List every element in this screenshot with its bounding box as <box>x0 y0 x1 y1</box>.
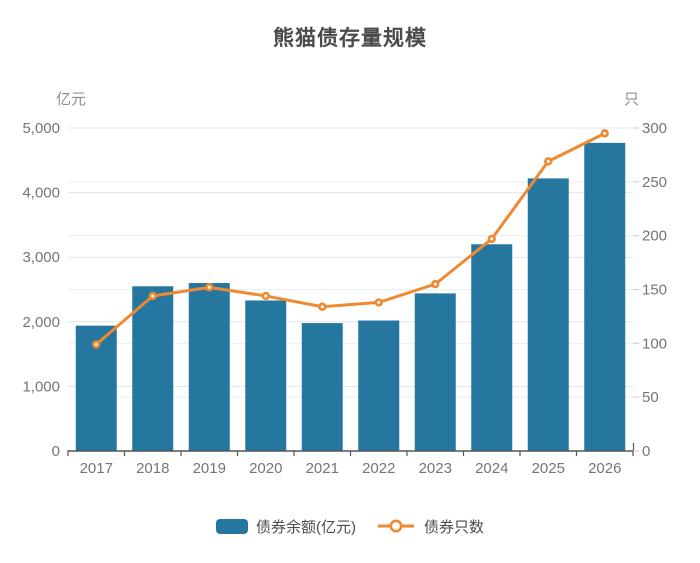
bar-2026[interactable] <box>584 142 626 451</box>
line-point-center-2022 <box>377 300 381 304</box>
bar-series-swatch-icon <box>215 518 248 534</box>
line-point-center-2024 <box>490 237 494 241</box>
line-point-center-2018 <box>151 294 155 298</box>
line-point-center-2023 <box>433 282 437 286</box>
y-left-tick-label-2,000: 2,000 <box>22 314 60 331</box>
line-point-center-2026 <box>603 131 607 135</box>
line-point-center-2025 <box>546 159 550 163</box>
legend-label-bond-count: 债券只数 <box>423 518 484 536</box>
legend-item-bond-count[interactable]: 债券只数 <box>376 516 484 537</box>
bar-2025[interactable] <box>527 178 569 451</box>
bar-2019[interactable] <box>188 283 230 451</box>
bar-2023[interactable] <box>414 293 456 451</box>
bar-2021[interactable] <box>301 323 343 451</box>
line-series-swatch-icon <box>377 519 414 533</box>
y-left-tick-label-4,000: 4,000 <box>22 185 60 202</box>
y-left-tick-label-0: 0 <box>52 443 60 460</box>
bar-2018[interactable] <box>132 286 174 451</box>
x-tick-label-2025: 2025 <box>532 460 565 477</box>
y-right-tick-label-250: 250 <box>642 174 667 191</box>
y-right-tick-label-50: 50 <box>642 389 659 406</box>
line-point-center-2021 <box>320 305 324 309</box>
chart-plot-area: 0 1,000 2,000 3,000 4,000 5,000 0 50 100 150 200 25… <box>22 120 667 477</box>
chart-legend: 债券余额(亿元) 债券只数 <box>0 514 700 538</box>
y-right-tick-label-150: 150 <box>642 282 667 299</box>
line-point-center-2019 <box>207 285 211 289</box>
x-tick-label-2018: 2018 <box>136 460 169 477</box>
x-tick-label-2023: 2023 <box>419 460 452 477</box>
bar-2022[interactable] <box>358 320 400 451</box>
x-tick-label-2026: 2026 <box>588 460 621 477</box>
y-left-tick-label-5,000: 5,000 <box>22 120 60 137</box>
x-tick-label-2020: 2020 <box>249 460 282 477</box>
x-tick-label-2024: 2024 <box>475 460 508 477</box>
chart-title: 熊猫债存量规模 <box>273 27 427 50</box>
legend-label-bond-balance: 债券余额(亿元) <box>255 518 356 536</box>
y-left-tick-label-1,000: 1,000 <box>22 378 60 395</box>
right-axis-unit-label: 只 <box>624 91 640 108</box>
x-tick-label-2021: 2021 <box>306 460 339 477</box>
bar-2020[interactable] <box>245 300 287 451</box>
y-right-tick-label-300: 300 <box>642 120 667 137</box>
left-axis-unit-label: 亿元 <box>55 91 86 108</box>
y-left-tick-label-3,000: 3,000 <box>22 249 60 266</box>
bar-2024[interactable] <box>471 244 513 451</box>
line-point-center-2017 <box>94 342 98 346</box>
y-right-tick-label-200: 200 <box>642 228 667 245</box>
x-tick-label-2022: 2022 <box>362 460 395 477</box>
bond-count-line[interactable] <box>94 131 607 346</box>
y-right-tick-label-100: 100 <box>642 335 667 352</box>
x-tick-label-2017: 2017 <box>80 460 113 477</box>
y-right-tick-label-0: 0 <box>642 443 650 460</box>
line-point-center-2020 <box>264 294 268 298</box>
x-tick-label-2019: 2019 <box>193 460 226 477</box>
legend-item-bond-balance[interactable]: 债券余额(亿元) <box>215 516 356 537</box>
